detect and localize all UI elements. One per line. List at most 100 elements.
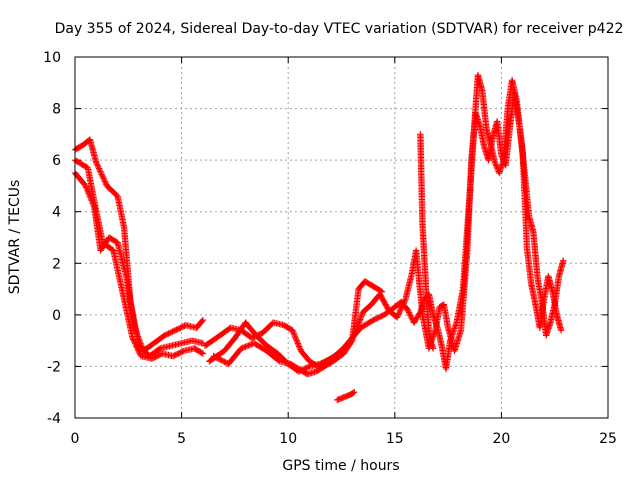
data-point-marker: [291, 333, 299, 340]
data-point-marker: [292, 334, 299, 341]
data-point-marker: [404, 306, 411, 313]
data-point-marker: [131, 339, 138, 346]
data-point-marker: [560, 257, 567, 264]
data-point-marker: [242, 343, 249, 350]
data-point-marker: [275, 357, 282, 364]
data-point-marker: [498, 151, 505, 159]
data-point-marker: [97, 169, 105, 177]
data-point-marker: [214, 355, 221, 362]
data-point-marker: [348, 338, 355, 346]
data-point-marker: [84, 187, 91, 194]
data-point-marker: [295, 343, 303, 350]
data-point-marker: [83, 185, 91, 193]
data-point-marker: [218, 357, 225, 364]
data-point-marker: [397, 307, 404, 314]
data-point-marker: [199, 316, 207, 324]
data-point-marker: [394, 312, 401, 320]
data-point-marker: [136, 350, 143, 357]
y-tick-label: 4: [52, 205, 61, 221]
data-point-marker: [295, 341, 302, 349]
data-point-marker: [133, 343, 140, 350]
data-point-marker: [211, 353, 219, 361]
y-tick-label: 0: [52, 308, 61, 324]
x-tick-label: 25: [599, 431, 617, 447]
data-point-marker: [289, 327, 296, 334]
data-point-marker: [395, 311, 402, 318]
x-tick-label: 10: [279, 431, 297, 447]
data-point-marker: [406, 310, 413, 318]
data-point-marker: [102, 179, 109, 187]
data-point-marker: [129, 334, 136, 342]
data-point-marker: [221, 358, 228, 365]
data-point-marker: [96, 166, 103, 174]
data-point-marker: [217, 356, 224, 363]
plot-frame: [74, 56, 609, 419]
data-point-marker: [199, 350, 207, 357]
y-tick-label: 6: [52, 153, 61, 169]
data-point-marker: [246, 341, 254, 349]
data-point-marker: [213, 354, 220, 361]
data-point-marker: [95, 165, 103, 172]
data-point-marker: [293, 337, 300, 344]
data-point-marker: [134, 345, 142, 353]
x-tick-label: 15: [386, 431, 404, 447]
data-point-marker: [296, 344, 303, 352]
x-tick-label: 5: [177, 431, 186, 447]
data-point-marker: [101, 178, 109, 185]
series-track-c: [71, 156, 207, 362]
data-point-marker: [93, 159, 100, 166]
data-point-marker: [131, 340, 139, 347]
data-point-marker: [219, 357, 227, 365]
data-point-marker: [398, 303, 406, 310]
data-point-marker: [350, 389, 357, 397]
data-point-marker: [393, 314, 401, 321]
data-point-marker: [198, 349, 205, 356]
data-point-marker: [557, 327, 565, 334]
data-point-marker: [377, 287, 384, 295]
x-tick-label: 20: [492, 431, 510, 447]
data-point-marker: [245, 342, 252, 349]
series-track-g: [334, 389, 358, 404]
grid: [75, 57, 608, 418]
y-tick-label: 2: [52, 256, 61, 272]
data-point-marker: [400, 300, 407, 307]
y-tick-label: 10: [43, 50, 61, 66]
data-point-marker: [179, 348, 186, 355]
data-point-marker: [378, 288, 386, 295]
data-point-marker: [130, 337, 138, 345]
data-point-marker: [100, 175, 107, 182]
data-point-marker: [397, 305, 405, 313]
data-point-marker: [429, 345, 437, 352]
data-point-marker: [491, 159, 499, 166]
data-point-marker: [294, 338, 301, 346]
y-tick-label: -4: [47, 411, 61, 427]
data-point-marker: [291, 331, 298, 338]
data-point-marker: [98, 171, 105, 178]
data-point-marker: [398, 304, 405, 311]
data-point-marker: [215, 355, 223, 363]
data-point-marker: [135, 347, 142, 354]
data-point-marker: [294, 340, 302, 347]
series-track-e: [201, 89, 565, 370]
data-point-marker: [405, 309, 413, 316]
y-axis-label: SDTVAR / TECUs: [7, 180, 23, 295]
data-point-marker: [289, 328, 297, 336]
data-points: [71, 71, 567, 404]
data-point-marker: [395, 310, 403, 317]
data-point-marker: [399, 301, 407, 309]
data-point-marker: [198, 317, 206, 325]
data-point-marker: [132, 341, 140, 349]
data-point-marker: [240, 344, 248, 351]
data-point-marker: [95, 163, 102, 171]
data-point-marker: [99, 172, 106, 179]
chart-title: Day 355 of 2024, Sidereal Day-to-day VTE…: [55, 21, 624, 37]
data-point-marker: [401, 297, 409, 304]
data-point-marker: [396, 308, 403, 316]
data-point-marker: [130, 336, 137, 343]
data-point-marker: [93, 160, 101, 168]
data-point-marker: [97, 168, 104, 175]
y-tick-label: -2: [47, 359, 61, 375]
data-point-marker: [83, 184, 90, 191]
